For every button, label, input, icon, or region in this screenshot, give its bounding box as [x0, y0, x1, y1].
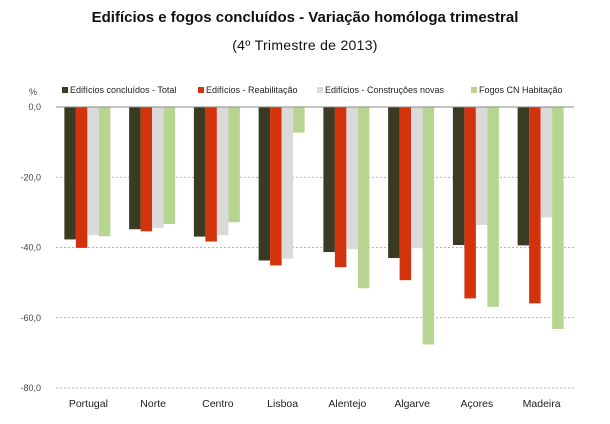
bar	[205, 107, 217, 242]
bar	[464, 107, 476, 299]
bar	[452, 107, 465, 246]
bar	[475, 107, 488, 226]
bar	[87, 107, 99, 236]
bar	[323, 107, 335, 253]
bar	[529, 107, 541, 304]
bar	[64, 107, 76, 240]
bar	[388, 107, 400, 259]
bar	[357, 107, 370, 289]
bar	[399, 107, 412, 281]
x-tick-label: Açores	[461, 398, 494, 410]
bar	[258, 107, 271, 261]
x-tick-label: Norte	[140, 398, 166, 410]
legend-swatch	[471, 87, 477, 93]
bar	[422, 107, 435, 345]
legend-label: Edifícios - Construções novas	[325, 85, 445, 95]
bar	[193, 107, 206, 237]
chart-subtitle: (4º Trimestre de 2013)	[232, 37, 378, 53]
y-tick-label: -80,0	[20, 383, 41, 393]
bar	[98, 107, 111, 237]
bar	[517, 107, 530, 246]
x-tick-label: Lisboa	[267, 398, 298, 410]
bar	[216, 107, 229, 236]
x-tick-label: Madeira	[523, 398, 561, 410]
legend-label: Fogos CN Habitação	[479, 85, 563, 95]
legend-swatch	[317, 87, 323, 93]
bar	[346, 107, 358, 250]
axes: 0,0 -20,0 -40,0 -60,0 -80,0% Portugal Norte Cen…	[20, 87, 574, 410]
bar	[152, 107, 164, 229]
x-tick-label: Centro	[202, 398, 234, 410]
x-tick-label: Portugal	[69, 398, 108, 410]
bar	[129, 107, 141, 230]
bar	[75, 107, 88, 248]
bars	[64, 107, 564, 345]
bar	[163, 107, 176, 224]
bar	[411, 107, 423, 249]
legend: Edifícios concluídos - Total Edifícios - …	[62, 85, 563, 95]
bar	[487, 107, 499, 307]
y-tick-label: 0,0	[28, 102, 41, 112]
x-tick-label: Algarve	[394, 398, 430, 410]
bar	[228, 107, 240, 223]
bar	[540, 107, 553, 218]
bar	[334, 107, 347, 268]
bar	[281, 107, 294, 259]
bar	[293, 107, 305, 133]
y-tick-label: -40,0	[20, 243, 41, 253]
legend-swatch	[62, 87, 68, 93]
y-tick-label: -20,0	[20, 172, 41, 182]
chart-title: Edifícios e fogos concluídos - Variação …	[91, 9, 519, 26]
legend-label: Edifícios concluídos - Total	[70, 85, 176, 95]
bar	[270, 107, 282, 266]
bar	[140, 107, 153, 232]
bar	[552, 107, 564, 329]
legend-swatch	[198, 87, 204, 93]
y-axis-label: %	[29, 87, 37, 97]
y-tick-label: -60,0	[20, 313, 41, 323]
legend-label: Edifícios - Reabilitação	[206, 85, 298, 95]
x-tick-label: Alentejo	[328, 398, 366, 410]
